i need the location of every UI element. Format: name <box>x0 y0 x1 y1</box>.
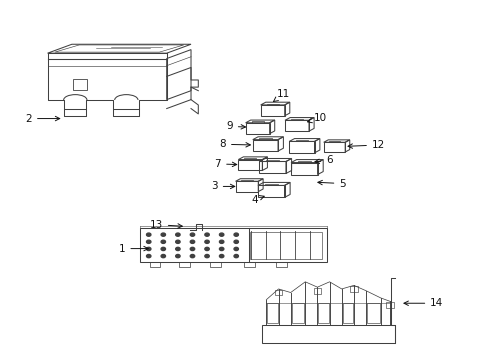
Bar <box>386 302 393 308</box>
Bar <box>313 288 321 294</box>
Circle shape <box>190 240 194 243</box>
Circle shape <box>234 240 238 243</box>
Bar <box>366 303 379 323</box>
Circle shape <box>204 233 209 236</box>
Bar <box>140 228 326 262</box>
Circle shape <box>175 240 180 243</box>
Bar <box>318 303 328 323</box>
Text: 13: 13 <box>149 220 182 230</box>
Text: 10: 10 <box>307 113 326 123</box>
Text: 12: 12 <box>347 140 385 150</box>
Bar <box>274 290 282 296</box>
Bar <box>276 262 286 267</box>
Circle shape <box>175 233 180 236</box>
Circle shape <box>204 247 209 251</box>
Circle shape <box>190 247 194 251</box>
Text: 14: 14 <box>403 298 443 308</box>
Circle shape <box>161 247 165 251</box>
Circle shape <box>219 240 224 243</box>
Circle shape <box>146 247 151 251</box>
Circle shape <box>219 247 224 251</box>
Circle shape <box>190 255 194 258</box>
Circle shape <box>161 255 165 258</box>
Text: 4: 4 <box>250 195 264 204</box>
Bar <box>179 262 189 267</box>
Text: 5: 5 <box>317 179 345 189</box>
Circle shape <box>204 240 209 243</box>
Bar <box>267 303 277 323</box>
Text: 2: 2 <box>25 113 60 123</box>
Circle shape <box>219 255 224 258</box>
Bar <box>244 262 255 267</box>
Circle shape <box>234 247 238 251</box>
Circle shape <box>146 233 151 236</box>
Text: 1: 1 <box>119 244 148 253</box>
Circle shape <box>190 233 194 236</box>
Bar <box>149 262 160 267</box>
Circle shape <box>146 255 151 258</box>
Text: 7: 7 <box>214 159 236 169</box>
Circle shape <box>161 240 165 243</box>
Bar <box>210 262 221 267</box>
Circle shape <box>204 255 209 258</box>
Text: 6: 6 <box>314 156 332 165</box>
Text: 3: 3 <box>211 181 234 192</box>
Bar <box>342 303 352 323</box>
Bar <box>291 303 304 323</box>
Circle shape <box>219 233 224 236</box>
Text: 11: 11 <box>273 89 289 102</box>
Bar <box>249 232 322 258</box>
Bar <box>73 79 87 90</box>
Circle shape <box>234 233 238 236</box>
Bar <box>261 325 394 342</box>
Circle shape <box>234 255 238 258</box>
Text: 8: 8 <box>219 139 250 149</box>
Circle shape <box>175 255 180 258</box>
Circle shape <box>175 247 180 251</box>
Circle shape <box>161 233 165 236</box>
Text: 9: 9 <box>226 121 245 131</box>
Circle shape <box>146 240 151 243</box>
Bar <box>349 286 357 292</box>
